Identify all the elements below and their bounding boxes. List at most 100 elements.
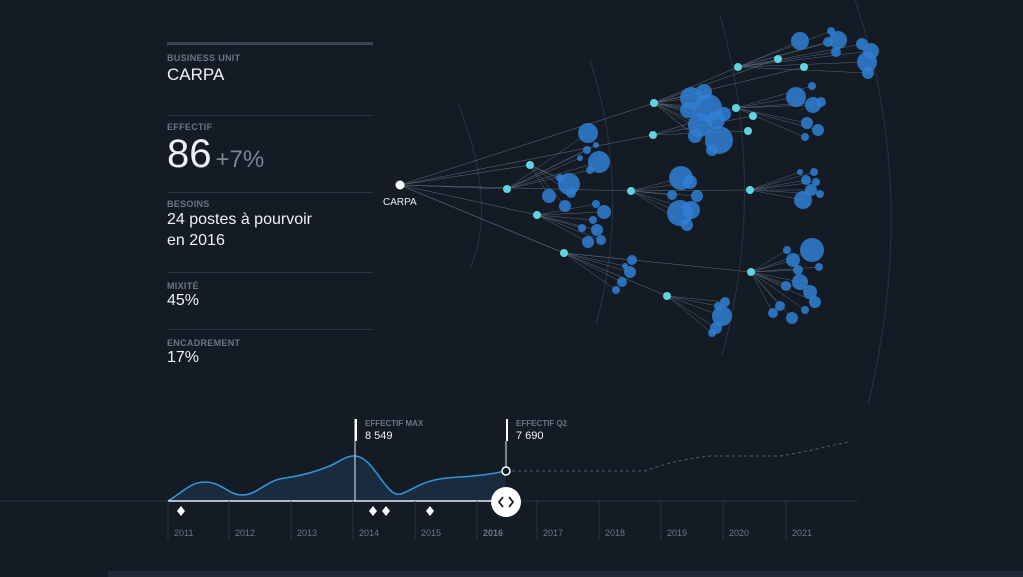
leaf-bubble[interactable]: [800, 238, 824, 262]
leaf-bubble[interactable]: [627, 255, 637, 265]
root-node[interactable]: [395, 180, 405, 190]
year-label-2020[interactable]: 2020: [729, 528, 749, 538]
branch-node[interactable]: [503, 185, 511, 193]
year-label-2015[interactable]: 2015: [421, 528, 441, 538]
leaf-bubble[interactable]: [577, 155, 583, 161]
leaf-bubble[interactable]: [708, 329, 716, 337]
year-label-2018[interactable]: 2018: [605, 528, 625, 538]
leaf-bubble[interactable]: [812, 124, 824, 136]
leaf-bubble[interactable]: [801, 117, 813, 129]
leaf-bubble[interactable]: [591, 224, 603, 236]
year-label-2021[interactable]: 2021: [792, 528, 812, 538]
leaf-bubble[interactable]: [793, 265, 803, 275]
leaf-bubble[interactable]: [781, 281, 791, 291]
leaf-bubble[interactable]: [688, 129, 702, 143]
branch-node[interactable]: [800, 63, 808, 71]
leaf-bubble[interactable]: [706, 144, 718, 156]
leaf-bubble[interactable]: [720, 297, 730, 307]
leaf-bubble[interactable]: [786, 87, 806, 107]
leaf-bubble[interactable]: [559, 200, 571, 212]
event-diamond[interactable]: [177, 506, 185, 516]
year-ticks[interactable]: 2011 2012 2013 2014 2015 2016 2017 2018 2019 2020…: [167, 501, 812, 540]
year-label-2014[interactable]: 2014: [359, 528, 379, 538]
leaf-bubble[interactable]: [786, 312, 798, 324]
leaf-bubble[interactable]: [862, 67, 874, 79]
leaf-bubble[interactable]: [681, 219, 693, 231]
leaf-bubble[interactable]: [816, 97, 826, 107]
event-diamond[interactable]: [426, 506, 434, 516]
branch-node[interactable]: [627, 187, 635, 195]
leaf-bubble[interactable]: [823, 37, 833, 47]
leaf-bubble[interactable]: [803, 285, 817, 299]
leaf-bubble[interactable]: [682, 201, 700, 219]
leaf-bubble[interactable]: [786, 253, 800, 267]
leaf-bubble[interactable]: [680, 102, 696, 118]
event-markers[interactable]: [177, 506, 434, 516]
leaf-bubble[interactable]: [816, 190, 824, 198]
leaf-bubble[interactable]: [783, 246, 791, 254]
leaf-bubble[interactable]: [556, 174, 564, 182]
leaf-bubble[interactable]: [812, 178, 820, 186]
year-label-2013[interactable]: 2013: [297, 528, 317, 538]
branch-node[interactable]: [650, 99, 658, 107]
leaf-bubble[interactable]: [714, 302, 722, 310]
leaf-bubble[interactable]: [805, 184, 817, 196]
leaf-bubble[interactable]: [831, 47, 841, 57]
leaf-bubble[interactable]: [696, 84, 712, 100]
year-label-2019[interactable]: 2019: [667, 528, 687, 538]
leaf-bubble[interactable]: [717, 107, 731, 121]
branch-node[interactable]: [560, 249, 568, 257]
leaf-bubble[interactable]: [815, 263, 823, 271]
handle-knob[interactable]: [491, 487, 521, 517]
leaf-bubble[interactable]: [801, 175, 811, 185]
branch-node[interactable]: [533, 211, 541, 219]
leaf-bubble[interactable]: [596, 235, 606, 245]
leaf-bubble[interactable]: [791, 32, 809, 50]
leaf-bubble[interactable]: [578, 123, 598, 143]
branch-node[interactable]: [649, 131, 657, 139]
branch-node[interactable]: [734, 63, 742, 71]
branch-nodes[interactable]: [503, 55, 808, 300]
branch-node[interactable]: [663, 292, 671, 300]
leaf-bubble[interactable]: [810, 168, 818, 176]
branch-node[interactable]: [774, 55, 782, 63]
branch-node[interactable]: [732, 104, 740, 112]
leaf-bubble[interactable]: [566, 188, 576, 198]
leaf-bubble[interactable]: [617, 277, 627, 287]
year-label-2011[interactable]: 2011: [174, 528, 193, 538]
leaf-bubble[interactable]: [667, 190, 677, 200]
leaf-bubble[interactable]: [857, 52, 877, 72]
branch-node[interactable]: [747, 268, 755, 276]
leaf-bubble[interactable]: [624, 266, 636, 278]
leaf-bubbles[interactable]: [542, 27, 879, 337]
year-label-2017[interactable]: 2017: [543, 528, 563, 538]
leaf-bubble[interactable]: [588, 151, 610, 173]
event-diamond[interactable]: [382, 506, 390, 516]
leaf-bubble[interactable]: [792, 274, 808, 290]
leaf-bubble[interactable]: [768, 308, 778, 318]
leaf-bubble[interactable]: [597, 205, 611, 219]
leaf-bubble[interactable]: [775, 301, 785, 311]
leaf-bubble[interactable]: [542, 189, 556, 203]
leaf-bubble[interactable]: [829, 31, 847, 49]
leaf-bubble[interactable]: [827, 27, 835, 35]
bottom-scrollbar[interactable]: [108, 571, 1023, 577]
branch-node[interactable]: [746, 186, 754, 194]
leaf-bubble[interactable]: [808, 82, 816, 90]
leaf-bubble[interactable]: [809, 296, 821, 308]
branch-node[interactable]: [526, 161, 534, 169]
leaf-bubble[interactable]: [801, 306, 809, 314]
leaf-bubble[interactable]: [586, 166, 594, 174]
leaf-bubble[interactable]: [622, 263, 628, 269]
year-label-selected[interactable]: 2016: [483, 528, 503, 538]
leaf-bubble[interactable]: [691, 190, 703, 202]
leaf-bubble[interactable]: [683, 175, 697, 189]
leaf-bubble[interactable]: [593, 142, 599, 148]
leaf-bubble[interactable]: [612, 286, 620, 294]
branch-node[interactable]: [749, 112, 757, 120]
leaf-bubble[interactable]: [797, 169, 803, 175]
leaf-bubble[interactable]: [589, 216, 597, 224]
leaf-bubble[interactable]: [794, 191, 812, 209]
